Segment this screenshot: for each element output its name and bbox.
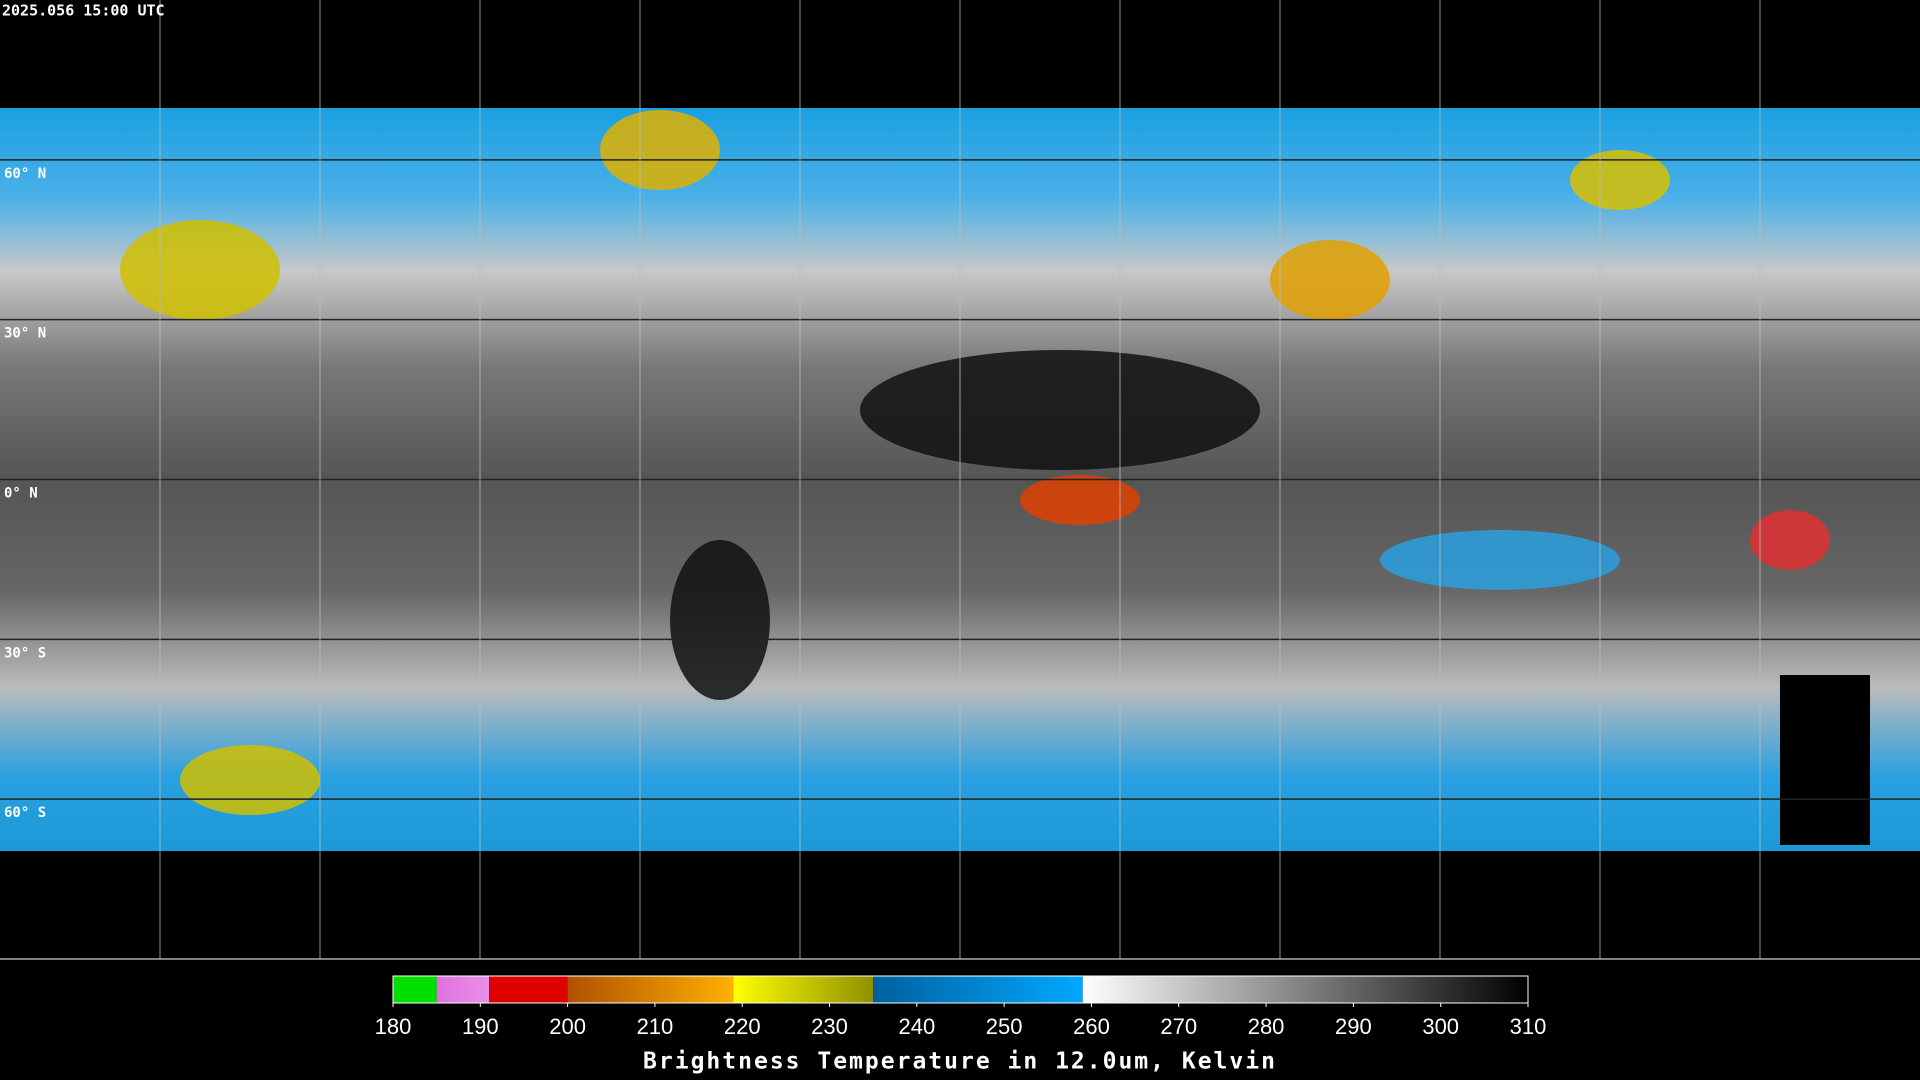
colorbar-segment xyxy=(489,976,568,1003)
cloud xyxy=(1570,150,1670,210)
colorbar-segment xyxy=(436,976,490,1003)
colorbar-tick-label: 190 xyxy=(462,1014,499,1039)
colorbar-tick-label: 240 xyxy=(898,1014,935,1039)
colorbar-tick-label: 280 xyxy=(1248,1014,1285,1039)
cloud xyxy=(1380,530,1620,590)
graticule: 60° N 30° N 0° N 30° S 60° S xyxy=(0,0,1920,959)
cloud xyxy=(1750,510,1830,570)
latitude-label: 60° N xyxy=(4,166,46,182)
colorbar-tick-label: 310 xyxy=(1510,1014,1547,1039)
timestamp: 2025.056 15:00 UTC xyxy=(2,2,165,20)
colorbar-tick-label: 210 xyxy=(637,1014,674,1039)
colorbar-tick-label: 260 xyxy=(1073,1014,1110,1039)
colorbar-label: Brightness Temperature in 12.0um, Kelvin xyxy=(643,1049,1277,1075)
colorbar-tick-label: 300 xyxy=(1422,1014,1459,1039)
colorbar-segment xyxy=(393,976,437,1003)
colorbar-tick-label: 250 xyxy=(986,1014,1023,1039)
colorbar-segment xyxy=(733,976,874,1003)
no-data xyxy=(1780,675,1870,845)
dark-region xyxy=(860,350,1260,470)
colorbar-frame xyxy=(392,975,1529,1004)
colorbar-tick-label: 200 xyxy=(549,1014,586,1039)
colorbar-segment xyxy=(873,976,1083,1003)
latitude-label: 30° N xyxy=(4,326,46,342)
dark-region xyxy=(670,540,770,700)
cloud xyxy=(180,745,320,815)
colorbar-tick-label: 290 xyxy=(1335,1014,1372,1039)
latitude-label: 30° S xyxy=(4,645,46,661)
cloud xyxy=(600,110,720,190)
colorbar-tick-label: 220 xyxy=(724,1014,761,1039)
cloud xyxy=(1020,475,1140,525)
cloud xyxy=(1270,240,1390,320)
colorbar-segment xyxy=(567,976,734,1003)
latitude-label: 0° N xyxy=(4,486,38,502)
colorbar-segment xyxy=(1082,976,1528,1003)
colorbar-tick-label: 180 xyxy=(375,1014,412,1039)
colorbar-tick-label: 230 xyxy=(811,1014,848,1039)
colorbar-tick-label: 270 xyxy=(1160,1014,1197,1039)
cloud xyxy=(120,220,280,320)
latitude-label: 60° S xyxy=(4,805,46,821)
